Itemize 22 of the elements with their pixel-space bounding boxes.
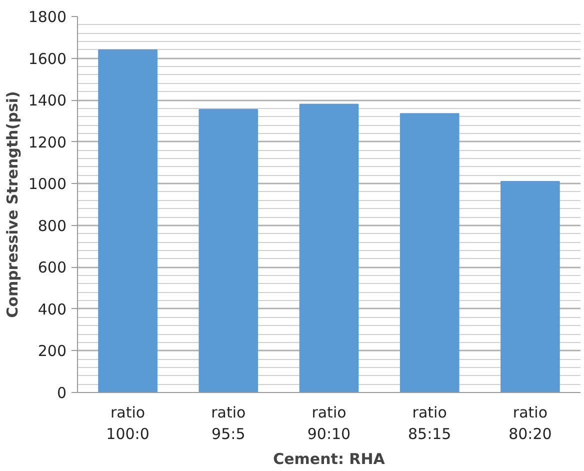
x-tick-label: ratio 85:15 xyxy=(408,404,452,444)
bar xyxy=(198,108,258,392)
x-tick-label: ratio 95:5 xyxy=(211,404,246,444)
bar xyxy=(98,49,158,392)
x-tick-label: ratio 100:0 xyxy=(106,404,150,444)
y-tick-label: 200 xyxy=(38,342,67,360)
bar xyxy=(400,113,460,392)
y-axis-title: Compressive Strength(psi) xyxy=(3,91,22,318)
y-tick-label: 1200 xyxy=(28,133,67,152)
x-tick-label: ratio 90:10 xyxy=(307,404,351,444)
y-tick-label: 1000 xyxy=(28,175,67,194)
x-tick-label: ratio 80:20 xyxy=(508,404,552,444)
y-tick-label: 1600 xyxy=(28,50,67,68)
y-tick-label: 1800 xyxy=(28,8,67,26)
y-tick-label: 1400 xyxy=(28,92,67,110)
y-tick-label: 800 xyxy=(38,216,67,235)
x-axis-title: Cement: RHA xyxy=(273,450,386,468)
y-tick-label: 0 xyxy=(56,384,67,402)
bar xyxy=(299,104,359,392)
bar xyxy=(500,181,560,392)
y-tick-label: 600 xyxy=(38,258,67,277)
y-tick-label: 400 xyxy=(38,300,67,318)
